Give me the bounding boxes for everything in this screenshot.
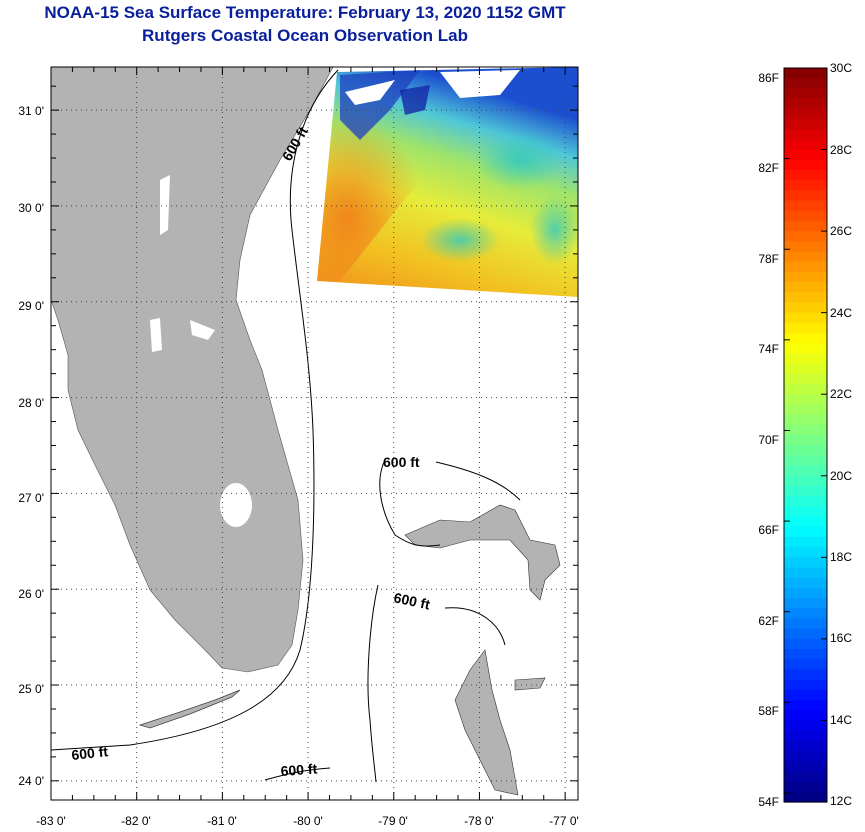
- latitude-label: 29 0': [18, 299, 44, 313]
- latitude-label: 26 0': [18, 587, 44, 601]
- florida-landmass: [50, 66, 334, 673]
- longitude-label: -82 0': [121, 814, 151, 828]
- latitude-label: 25 0': [18, 682, 44, 696]
- map-subtitle: Rutgers Coastal Ocean Observation Lab: [142, 26, 468, 45]
- map-frame: [50, 66, 579, 801]
- map-title: NOAA-15 Sea Surface Temperature: Februar…: [44, 3, 566, 22]
- bahamas-landmass: [404, 504, 561, 796]
- longitude-label: -77 0': [549, 814, 579, 828]
- florida-keys: [138, 689, 241, 729]
- isobath-label: 600 ft: [280, 760, 318, 779]
- isobath-label: 600 ft: [392, 589, 431, 612]
- isobath-contours: [50, 69, 521, 783]
- isobath-label: 600 ft: [383, 454, 420, 470]
- latitude-label: 24 0': [18, 774, 44, 788]
- longitude-label: -81 0': [207, 814, 237, 828]
- latitude-label: 31 0': [18, 104, 44, 118]
- sst-swath: [317, 67, 580, 297]
- latitude-label: 28 0': [18, 396, 44, 410]
- longitude-label: -83 0': [36, 814, 66, 828]
- longitude-label: -79 0': [378, 814, 408, 828]
- map-grid: [51, 67, 578, 800]
- isobath-label: 600 ft: [71, 743, 109, 763]
- map-ticks: [50, 67, 578, 800]
- longitude-label: -80 0': [293, 814, 323, 828]
- latitude-label: 30 0': [18, 201, 44, 215]
- longitude-label: -78 0': [464, 814, 494, 828]
- lake-okeechobee: [220, 483, 252, 527]
- latitude-label: 27 0': [18, 491, 44, 505]
